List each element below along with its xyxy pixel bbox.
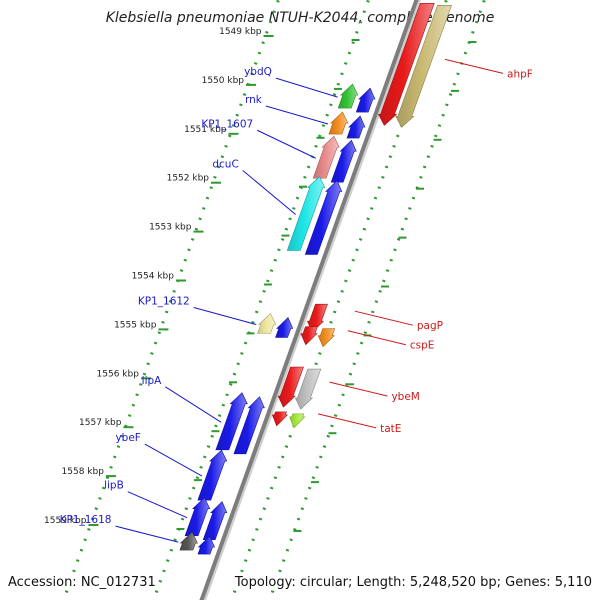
- gene-rnk-label: rnk: [245, 94, 263, 106]
- tick-label: 1556 kbp: [97, 369, 140, 379]
- gene-kp1_1618-cds-block: [197, 535, 215, 555]
- map-title: Klebsiella pneumoniae NTUH-K2044, comple…: [105, 10, 495, 26]
- gene-kp1_1607-leader: [256, 129, 316, 159]
- gene-ybem-leader: [329, 381, 388, 397]
- gene-kp1_1612-cds-block: [275, 316, 294, 338]
- tick-label: 1550 kbp: [202, 76, 245, 86]
- gene-pagp-label: pagP: [417, 320, 443, 332]
- gene-dcuc-block: [286, 175, 326, 251]
- gene-pagp-leader: [354, 310, 413, 326]
- gene-ybef-label: ybeF: [115, 432, 140, 444]
- gene-tate-strand-block: [271, 411, 289, 427]
- gene-lipb-label: lipB: [104, 480, 124, 492]
- gene-ybdq-leader: [275, 77, 338, 98]
- gene-tate-label: tatE: [380, 423, 401, 435]
- gene-kp1_1618-block: [179, 531, 198, 551]
- gene-ybef-leader: [144, 443, 203, 477]
- gene-ybef-block: [197, 449, 228, 501]
- gene-rnk-block: [328, 111, 349, 135]
- gene-ybdq-label: ybdQ: [244, 66, 272, 78]
- gene-lipa-block: [215, 392, 248, 451]
- gene-dcuc-leader: [242, 170, 296, 215]
- gene-kp1_1612-label: KP1_1612: [138, 296, 190, 308]
- gene-ybem-block: [294, 368, 322, 410]
- gene-kp1_1618-leader: [115, 525, 179, 543]
- tick-label: 1555 kbp: [114, 320, 157, 330]
- gene-tate-block: [289, 413, 306, 429]
- tick-label: 1551 kbp: [184, 125, 227, 135]
- gene-lipb-block: [184, 497, 211, 536]
- gene-dcuc-cds-block: [304, 179, 343, 255]
- gene-ybem-strand-block: [277, 366, 304, 408]
- gene-ybem-label: ybeM: [391, 391, 419, 403]
- gene-ybdq-cds-block: [355, 87, 376, 113]
- tick-label: 1554 kbp: [132, 272, 175, 282]
- gene-cspe-block: [317, 328, 336, 348]
- tick-label: 1559 kbp: [44, 516, 87, 526]
- tick-label: 1557 kbp: [79, 418, 122, 428]
- gene-ahpf-block: [395, 5, 452, 128]
- gene-cspe-leader: [347, 330, 406, 346]
- gene-lipb-leader: [127, 491, 188, 519]
- gene-kp1_1612-block: [257, 313, 277, 334]
- accession-label: Accession: NC_012731: [8, 575, 156, 590]
- gene-pagp-block: [306, 303, 328, 333]
- gene-ahpf-label: ahpF: [507, 68, 533, 80]
- topology-label: Topology: circular; Length: 5,248,520 bp…: [234, 575, 592, 590]
- gene-ahpf-strand-block: [377, 3, 435, 126]
- genome-backbone: [199, 0, 419, 600]
- gene-ybdq-block: [337, 83, 359, 109]
- gene-tate-leader: [317, 413, 377, 429]
- gene-cspe-strand-block: [300, 326, 318, 346]
- gene-ahpf-leader: [444, 58, 504, 74]
- gene-kp1_1618-label: KP1_1618: [60, 514, 112, 526]
- gene-kp1_1612-leader: [193, 307, 257, 325]
- tick-label: 1558 kbp: [62, 467, 105, 477]
- gene-lipa-cds-block: [233, 396, 265, 455]
- gene-kp1_1607-label: KP1_1607: [201, 118, 253, 130]
- gene-cspe-label: cspE: [410, 340, 435, 352]
- gene-rnk-cds-block: [346, 115, 366, 139]
- gene-rnk-leader: [265, 105, 329, 125]
- gene-lipa-leader: [165, 386, 222, 423]
- gene-lipa-label: lipA: [142, 375, 162, 387]
- gene-dcuc-label: dcuC: [212, 158, 238, 170]
- tick-label: 1552 kbp: [167, 174, 210, 184]
- tick-label: 1553 kbp: [149, 223, 192, 233]
- tick-label: 1549 kbp: [219, 27, 262, 37]
- backbone-shadow: [202, 0, 422, 600]
